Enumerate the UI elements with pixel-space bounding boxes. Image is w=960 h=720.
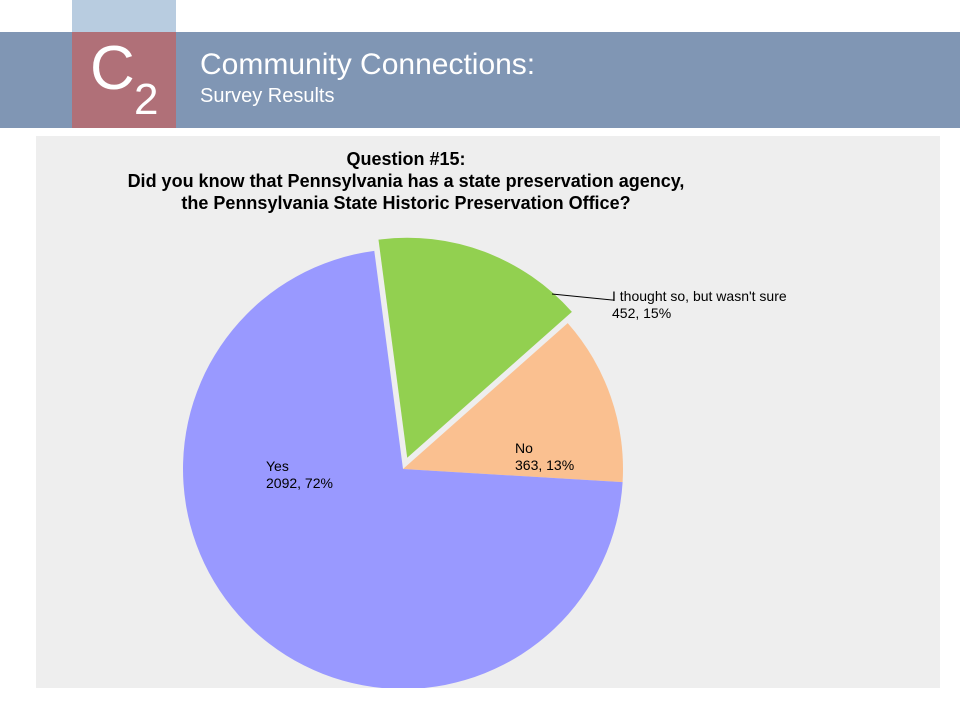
pie-slice-thought-so (378, 237, 572, 458)
leader-line-thought-so (551, 293, 614, 301)
chart-title-line-3: the Pennsylvania State Historic Preserva… (181, 193, 631, 213)
chart-panel: Question #15: Did you know that Pennsylv… (36, 136, 940, 688)
slice-label-no-value: 363, 13% (515, 457, 575, 473)
slice-label-yes-value: 2092, 72% (266, 475, 333, 491)
chart-title: Question #15: Did you know that Pennsylv… (36, 148, 776, 214)
slice-label-thought-so-name: I thought so, but wasn't sure (612, 288, 787, 304)
c2-logo: C 2 (72, 32, 176, 128)
pie-slice-yes (183, 250, 623, 688)
slice-label-thought-so: I thought so, but wasn't sure 452, 15% (612, 288, 787, 322)
page-title: Community Connections: (200, 48, 536, 81)
chart-title-line-2: Did you know that Pennsylvania has a sta… (127, 171, 685, 191)
pie-slice-no (403, 323, 623, 483)
chart-title-line-1: Question #15: (346, 149, 466, 169)
slice-label-yes: Yes 2092, 72% (266, 458, 333, 492)
slice-label-no: No 363, 13% (515, 440, 574, 474)
slice-label-yes-name: Yes (266, 458, 289, 474)
pie-chart (183, 237, 623, 688)
slice-label-thought-so-value: 452, 15% (612, 305, 672, 321)
slice-label-no-name: No (515, 440, 533, 456)
logo-letter: C (90, 34, 135, 103)
page-subtitle: Survey Results (200, 85, 335, 107)
header-top-tab (72, 0, 176, 32)
logo-subscript: 2 (134, 75, 159, 124)
